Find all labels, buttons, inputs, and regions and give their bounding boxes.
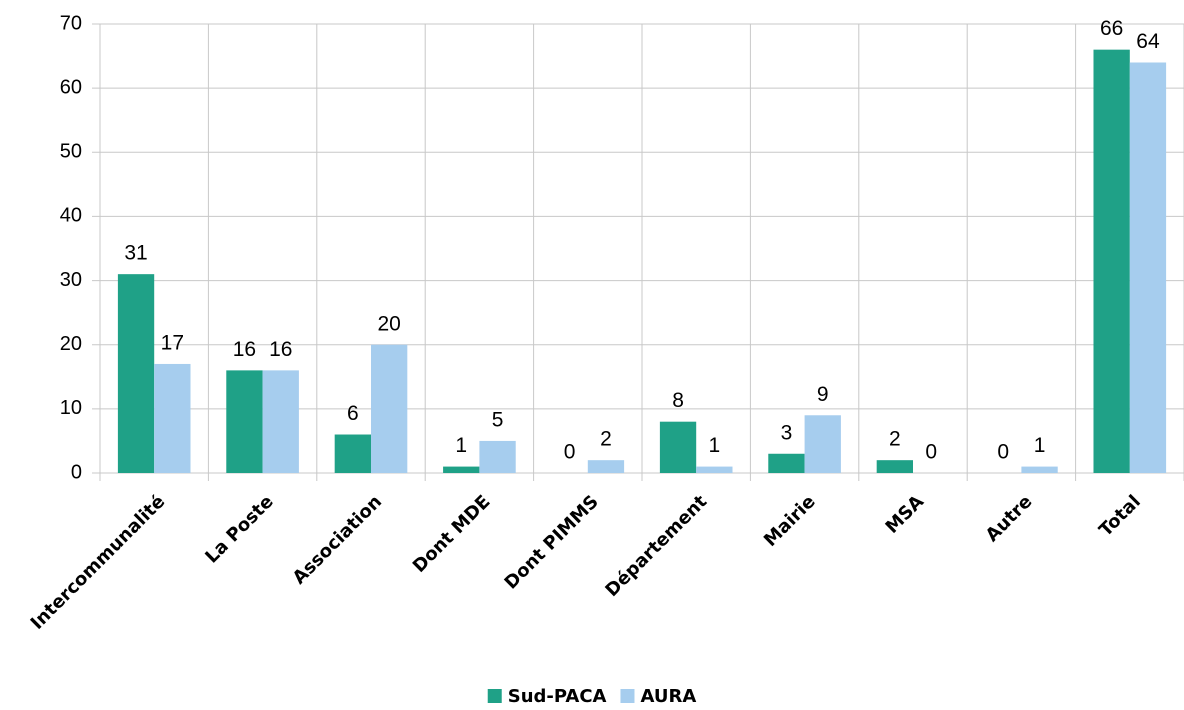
value-label: 0: [564, 441, 576, 464]
value-label: 2: [889, 428, 901, 451]
x-tick-label: Association: [289, 491, 386, 588]
bar: [226, 370, 263, 473]
x-tick-label: MSA: [882, 491, 929, 538]
value-label: 9: [817, 383, 829, 406]
bar: [479, 440, 516, 473]
bar: [876, 460, 913, 473]
bar: [371, 344, 408, 473]
value-label: 0: [997, 441, 1009, 464]
value-label: 66: [1100, 17, 1123, 40]
y-tick-label: 60: [60, 76, 82, 98]
y-tick-label: 10: [60, 397, 82, 419]
bar: [768, 453, 805, 473]
value-label: 17: [161, 332, 184, 355]
x-tick-label: Mairie: [760, 491, 820, 551]
y-tick-label: 0: [71, 461, 82, 483]
x-tick-label: Autre: [982, 491, 1037, 546]
bar: [587, 460, 625, 473]
bar: [117, 274, 155, 473]
value-label: 1: [455, 434, 467, 457]
bar: [1093, 49, 1130, 474]
x-tick-label: Dont MDE: [409, 491, 495, 577]
y-tick-label: 30: [60, 269, 82, 291]
y-tick-label: 20: [60, 333, 82, 355]
value-label: 16: [269, 338, 292, 361]
bar: [262, 370, 299, 473]
bar: [804, 415, 841, 473]
bar: [696, 466, 733, 473]
bar: [443, 466, 480, 473]
value-label: 16: [233, 338, 256, 361]
y-tick-label: 70: [60, 12, 82, 34]
value-label: 8: [672, 389, 684, 412]
value-label: 1: [709, 434, 721, 457]
legend-label: Sud-PACA: [508, 686, 607, 707]
value-label: 3: [781, 421, 793, 444]
legend-label: AURA: [640, 686, 696, 707]
value-label: 1: [1034, 434, 1046, 457]
value-label: 0: [925, 441, 937, 464]
bar: [1129, 62, 1167, 473]
x-tick-label: Département: [601, 491, 711, 601]
bar: [334, 434, 371, 473]
y-tick-label: 50: [60, 141, 82, 163]
value-label: 64: [1136, 30, 1160, 53]
legend-swatch: [487, 689, 502, 703]
legend-swatch: [620, 689, 635, 703]
bar: [154, 363, 191, 473]
bar: [1021, 466, 1058, 473]
value-label: 2: [600, 428, 612, 451]
value-label: 20: [377, 312, 400, 335]
value-label: 5: [492, 408, 504, 431]
bar: [659, 421, 697, 473]
legend: Sud-PACA AURA: [487, 686, 696, 707]
x-tick-label: Total: [1095, 491, 1145, 541]
x-tick-label: La Poste: [201, 491, 277, 567]
y-tick-label: 40: [60, 205, 82, 227]
value-label: 6: [347, 402, 359, 425]
x-tick-label: Dont PIMMS: [501, 491, 603, 593]
value-label: 31: [124, 242, 147, 265]
x-tick-label: Intercommunalité: [27, 491, 170, 634]
